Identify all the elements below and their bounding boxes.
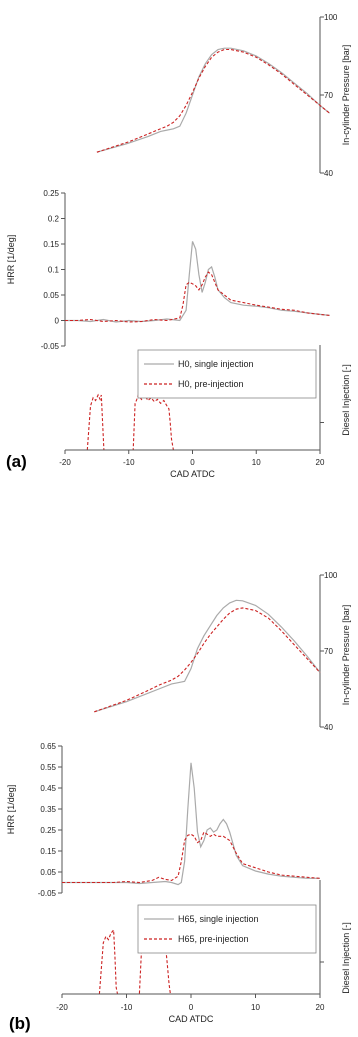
series-hrr-0 [65,241,330,323]
series-pressure-0 [94,599,321,713]
panel-label: (a) [6,452,27,471]
hrr-tick-label: 0.1 [48,266,60,275]
x-tick-label: 10 [252,458,261,467]
legend-label: H65, pre-injection [178,934,249,944]
x-tick-label: 20 [316,458,325,467]
hrr-tick-label: 0.55 [40,763,56,772]
panel-label: (b) [9,1014,31,1033]
x-tick-label: 0 [190,458,195,467]
series-pressure-1 [96,48,330,153]
pressure-tick-label: 40 [324,723,333,732]
hrr-tick-label: 0.05 [43,291,59,300]
series-pressure-1 [94,607,321,713]
pressure-tick-label: 70 [324,91,333,100]
x-axis-title: CAD ATDC [169,1014,214,1024]
legend-label: H65, single injection [178,914,259,924]
series-hrr-0 [62,762,320,886]
legend-label: H0, pre-injection [178,379,244,389]
series-hrr-1 [62,831,321,884]
series-pressure-0 [96,47,330,153]
x-tick-label: -10 [123,458,135,467]
hrr-tick-label: 0.2 [48,215,60,224]
pressure-tick-label: 40 [324,169,333,178]
hrr-tick-label: 0.45 [40,784,56,793]
legend-box [137,349,317,399]
legend-box [137,904,317,954]
x-tick-label: -10 [121,1003,133,1012]
pressure-tick-label: 100 [324,571,338,580]
hrr-tick-label: 0.25 [43,189,59,198]
x-tick-label: -20 [56,1003,68,1012]
hrr-tick-label: 0.65 [40,742,56,751]
hrr-axis-title: HRR [1/deg] [6,235,16,285]
hrr-axis-title: HRR [1/deg] [6,785,16,835]
hrr-tick-label: 0.15 [43,240,59,249]
x-axis-title: CAD ATDC [170,469,215,479]
x-tick-label: 10 [251,1003,260,1012]
injection-axis-title: Diesel Injection [-] [341,364,351,436]
x-tick-label: 20 [316,1003,325,1012]
pressure-tick-label: 70 [324,647,333,656]
hrr-tick-label: 0.15 [40,847,56,856]
hrr-tick-label: -0.05 [41,342,60,351]
hrr-tick-label: 0.05 [40,868,56,877]
hrr-tick-label: 0 [55,317,60,326]
pressure-tick-label: 100 [324,13,338,22]
series-injection-0 [86,393,174,451]
hrr-tick-label: -0.05 [38,889,57,898]
hrr-tick-label: 0.25 [40,826,56,835]
series-hrr-1 [65,271,330,323]
x-tick-label: -20 [59,458,71,467]
hrr-tick-label: 0.35 [40,805,56,814]
legend-label: H0, single injection [178,359,254,369]
pressure-axis-title: In-cylinder Pressure [bar] [341,605,351,706]
injection-axis-title: Diesel Injection [-] [341,922,351,994]
x-tick-label: 0 [189,1003,194,1012]
pressure-axis-title: In-cylinder Pressure [bar] [341,45,351,146]
